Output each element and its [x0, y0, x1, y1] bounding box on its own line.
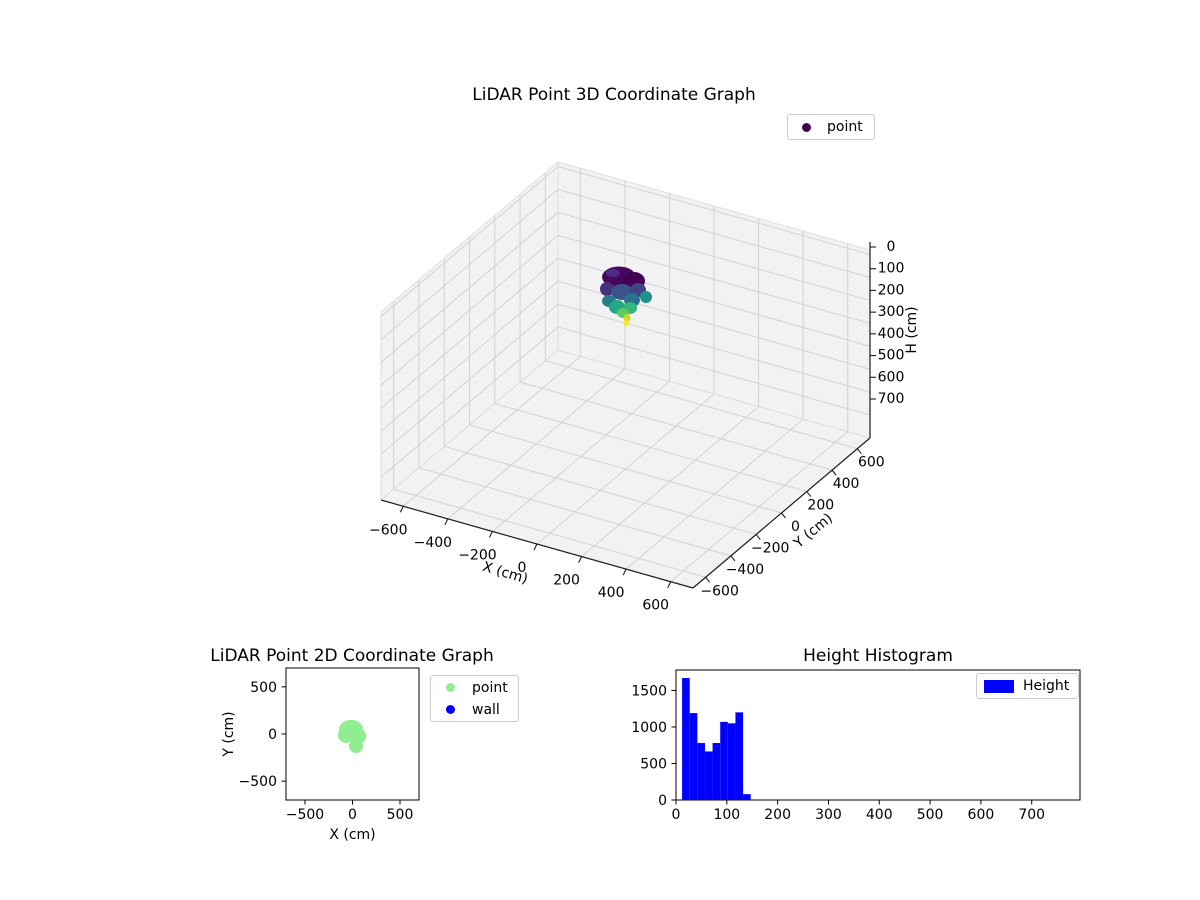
- grid-3d: [380, 166, 871, 583]
- chart2d-legend: point wall: [430, 675, 519, 722]
- point-marker-icon: [802, 122, 811, 132]
- svg-text:0: 0: [348, 807, 357, 823]
- histogram-legend: Height: [976, 673, 1079, 699]
- point-cloud-2d: [338, 720, 366, 753]
- svg-text:600: 600: [878, 369, 905, 385]
- svg-text:−400: −400: [726, 562, 764, 578]
- histogram-bars: [682, 678, 751, 800]
- chart3d-legend: point: [787, 114, 875, 140]
- histogram-bar: [743, 794, 751, 800]
- svg-text:0: 0: [268, 727, 277, 743]
- legend-label: point: [827, 119, 863, 135]
- svg-text:0: 0: [791, 519, 800, 535]
- ticks-2d: [281, 686, 401, 805]
- svg-text:500: 500: [640, 756, 667, 772]
- svg-text:700: 700: [1018, 807, 1045, 823]
- svg-text:−200: −200: [458, 547, 496, 563]
- ticks-hist: [671, 689, 1033, 805]
- svg-text:−500: −500: [286, 807, 324, 823]
- svg-text:1000: 1000: [631, 720, 667, 736]
- histogram-bar: [697, 743, 705, 800]
- svg-text:0: 0: [672, 807, 681, 823]
- axes-3d: [380, 242, 876, 589]
- svg-text:0: 0: [518, 560, 527, 576]
- svg-text:0: 0: [887, 239, 896, 255]
- svg-text:400: 400: [598, 585, 625, 601]
- histogram-bar: [735, 712, 744, 800]
- svg-text:100: 100: [878, 261, 905, 277]
- svg-text:200: 200: [764, 807, 791, 823]
- svg-text:Y (cm): Y (cm): [221, 711, 237, 757]
- wall-marker-icon: [446, 705, 455, 714]
- svg-text:400: 400: [833, 476, 860, 492]
- svg-text:500: 500: [878, 348, 905, 364]
- svg-text:600: 600: [858, 455, 885, 471]
- svg-text:−600: −600: [369, 522, 407, 538]
- svg-text:300: 300: [815, 807, 842, 823]
- svg-text:600: 600: [968, 807, 995, 823]
- histogram-bar: [704, 751, 713, 800]
- histogram-bar: [712, 743, 721, 800]
- legend-label: point: [472, 679, 508, 696]
- svg-text:200: 200: [807, 498, 834, 514]
- point-marker-icon: [446, 683, 455, 692]
- svg-text:−500: −500: [239, 774, 277, 790]
- chart3d-title: LiDAR Point 3D Coordinate Graph: [472, 85, 756, 105]
- histogram-title: Height Histogram: [803, 646, 953, 666]
- histogram-bar: [689, 713, 698, 800]
- svg-text:400: 400: [878, 326, 905, 342]
- legend-label: Height: [1023, 678, 1070, 694]
- svg-text:700: 700: [878, 391, 905, 407]
- legend-item-height: Height: [977, 675, 1078, 697]
- legend-item-wall: wall: [431, 699, 518, 721]
- legend-item-point-3d: point: [788, 116, 874, 138]
- svg-text:−200: −200: [751, 540, 789, 556]
- svg-text:500: 500: [250, 680, 277, 696]
- svg-text:600: 600: [642, 598, 669, 614]
- svg-text:200: 200: [553, 573, 580, 589]
- legend-item-point: point: [431, 677, 518, 699]
- svg-text:1500: 1500: [631, 683, 667, 699]
- svg-text:400: 400: [866, 807, 893, 823]
- histogram-bar: [682, 678, 690, 800]
- svg-text:500: 500: [917, 807, 944, 823]
- svg-text:500: 500: [387, 807, 414, 823]
- height-swatch-icon: [984, 679, 1014, 693]
- chart2d-title: LiDAR Point 2D Coordinate Graph: [210, 646, 494, 666]
- svg-text:0: 0: [658, 793, 667, 809]
- histogram-bar: [720, 721, 728, 800]
- svg-text:100: 100: [713, 807, 740, 823]
- svg-text:−600: −600: [700, 583, 738, 599]
- svg-text:300: 300: [878, 304, 905, 320]
- svg-text:H (cm): H (cm): [904, 306, 920, 353]
- legend-label: wall: [472, 701, 500, 718]
- histogram-bar: [727, 723, 736, 800]
- svg-text:X (cm): X (cm): [329, 827, 375, 843]
- svg-text:200: 200: [878, 282, 905, 298]
- point-cloud-3d: [600, 266, 652, 327]
- svg-text:−400: −400: [414, 535, 452, 551]
